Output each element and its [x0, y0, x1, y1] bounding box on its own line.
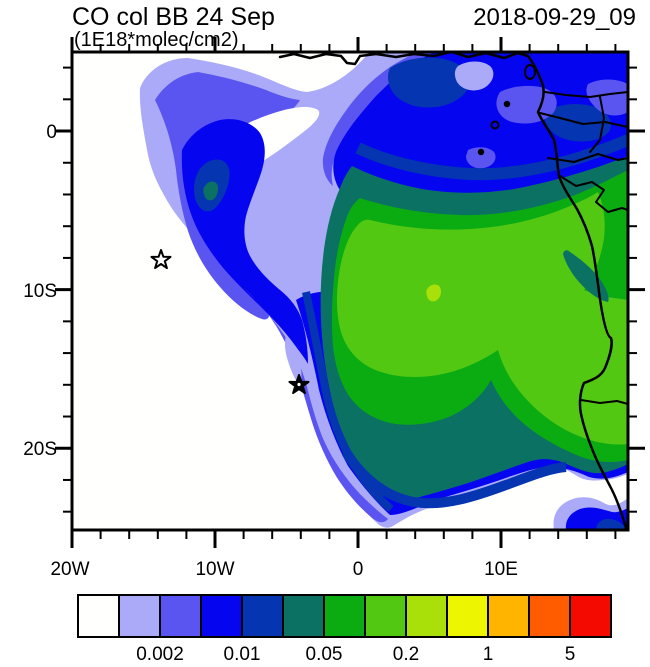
colorbar-cell	[77, 594, 120, 638]
x-tick-label: 0	[353, 559, 364, 580]
colorbar-label: 0.2	[393, 644, 419, 665]
plot-units-subtitle: (1E18*molec/cm2)	[74, 29, 239, 51]
plot-timestamp: 2018-09-29_09	[473, 4, 636, 31]
contour-brightgreen-core	[336, 192, 628, 445]
contour-lavender-wedge	[284, 336, 302, 386]
y-axis-labels: 0 10S 20S	[23, 122, 57, 460]
colorbar-cell	[405, 594, 448, 638]
colorbar-cell	[282, 594, 325, 638]
border-segment	[580, 399, 628, 405]
contour-navy-band-arc	[341, 449, 567, 509]
plot-title: CO col BB 24 Sep	[72, 3, 275, 31]
colorbar-label: 0.05	[306, 644, 343, 665]
colorbar-label: 5	[565, 644, 576, 665]
x-axis-labels: 20W 10W 0 10E	[50, 559, 517, 580]
colorbar-label: 0.002	[136, 644, 184, 665]
coastline-gulf-of-guinea	[278, 52, 452, 66]
star-marker-filled	[288, 374, 310, 395]
contour-navy-patch-1	[388, 57, 470, 108]
island-principe	[490, 120, 500, 130]
colorbar-cell	[528, 594, 571, 638]
colorbar-cell	[241, 594, 284, 638]
star-center-dot	[297, 382, 301, 387]
colorbar: 0.002 0.01 0.05 0.2 1 5	[77, 594, 612, 665]
colorbar-cell	[569, 594, 612, 638]
contour-yellowgreen-max	[426, 284, 441, 302]
plot-frame	[70, 50, 630, 532]
y-tick-label: 10S	[23, 281, 57, 302]
contour-corner-navy	[596, 518, 626, 530]
border-segment	[559, 175, 628, 213]
contour-navy-band-coast	[302, 291, 394, 513]
colorbar-cell	[364, 594, 407, 638]
colorbar-labels: 0.002 0.01 0.05 0.2 1 5	[136, 644, 575, 665]
country-borders	[539, 91, 628, 405]
y-tick-label: 0	[46, 122, 57, 143]
border-segment	[544, 91, 628, 98]
contour-lavender-patch-ne	[454, 61, 494, 91]
island-bioko	[524, 64, 536, 80]
contour-violet-patch-3	[586, 79, 628, 116]
x-tick-label: 20W	[50, 559, 89, 580]
star-marker-open	[150, 249, 172, 270]
contour-violet-patch-2	[466, 147, 496, 169]
contour-navy-band-top	[355, 134, 628, 181]
colorbar-cell	[200, 594, 243, 638]
contour-teal-swirl-dot	[203, 181, 218, 201]
coastline-layer	[278, 52, 628, 530]
border-segment	[589, 96, 605, 153]
colorbar-cell	[118, 594, 161, 638]
colorbar-cell	[487, 594, 530, 638]
colorbar-cell	[323, 594, 366, 638]
contour-teal-wedge	[563, 250, 609, 302]
contour-field	[72, 52, 628, 530]
colorbar-label: 0.01	[224, 644, 261, 665]
x-tick-label: 10W	[195, 559, 234, 580]
border-segment	[547, 153, 628, 163]
colorbar-cell	[446, 594, 489, 638]
contour-violet-fringe-nw	[322, 52, 438, 186]
border-segment	[539, 112, 628, 128]
x-tick-label: 10E	[484, 559, 518, 580]
colorbar-label: 1	[483, 644, 494, 665]
coastline-west-africa	[450, 52, 628, 530]
y-tick-label: 20S	[23, 439, 57, 460]
colorbar-cell	[159, 594, 202, 638]
contour-violet-swirl	[155, 72, 300, 320]
island-saotome	[477, 148, 485, 156]
island-dot	[503, 100, 511, 108]
